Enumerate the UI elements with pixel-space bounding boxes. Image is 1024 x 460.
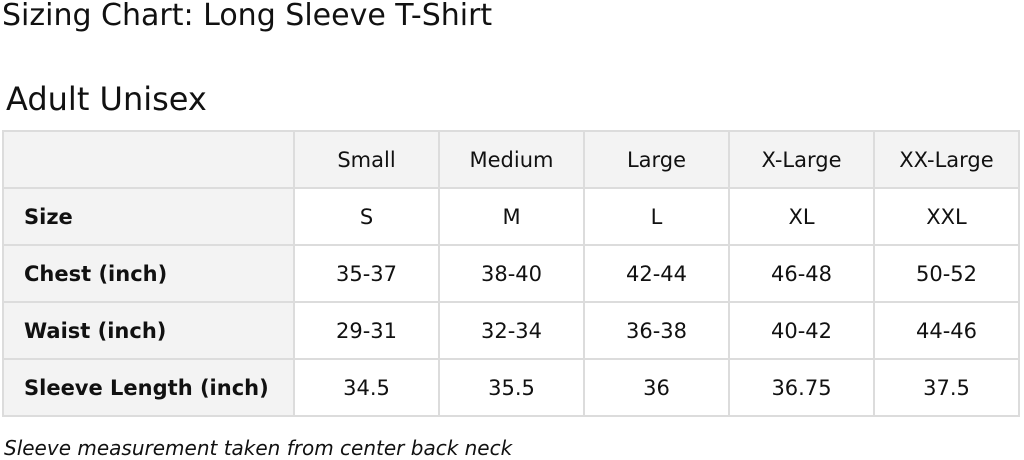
table-cell: 29-31 [293, 301, 440, 360]
row-header: Chest (inch) [2, 244, 295, 303]
table-cell: 38-40 [438, 244, 585, 303]
table-cell: 36 [583, 358, 730, 417]
table-cell: XXL [873, 187, 1020, 246]
corner-cell [2, 130, 295, 189]
column-header: Large [583, 130, 730, 189]
section-title: Adult Unisex [6, 80, 207, 118]
row-header: Size [2, 187, 295, 246]
table-cell: 37.5 [873, 358, 1020, 417]
table-cell: 40-42 [728, 301, 875, 360]
table-cell: 35.5 [438, 358, 585, 417]
column-header: Small [293, 130, 440, 189]
table-row: Chest (inch) 35-37 38-40 42-44 46-48 50-52 [2, 244, 1020, 303]
table-cell: XL [728, 187, 875, 246]
table-cell: 36-38 [583, 301, 730, 360]
table-cell: 46-48 [728, 244, 875, 303]
table-cell: 50-52 [873, 244, 1020, 303]
table-row: Sleeve Length (inch) 34.5 35.5 36 36.75 37.5 [2, 358, 1020, 417]
row-header: Waist (inch) [2, 301, 295, 360]
footnote: Sleeve measurement taken from center bac… [4, 436, 513, 460]
page-title: Sizing Chart: Long Sleeve T-Shirt [2, 0, 493, 33]
header-row: Small Medium Large X-Large XX-Large [2, 130, 1020, 189]
table-cell: 32-34 [438, 301, 585, 360]
table-cell: 42-44 [583, 244, 730, 303]
column-header: XX-Large [873, 130, 1020, 189]
table-cell: S [293, 187, 440, 246]
table-cell: 35-37 [293, 244, 440, 303]
row-header: Sleeve Length (inch) [2, 358, 295, 417]
column-header: Medium [438, 130, 585, 189]
table-cell: 36.75 [728, 358, 875, 417]
column-header: X-Large [728, 130, 875, 189]
sizing-table: Small Medium Large X-Large XX-Large Size… [2, 130, 1020, 417]
table-cell: 44-46 [873, 301, 1020, 360]
table-row: Waist (inch) 29-31 32-34 36-38 40-42 44-46 [2, 301, 1020, 360]
table-cell: L [583, 187, 730, 246]
table-cell: 34.5 [293, 358, 440, 417]
table-cell: M [438, 187, 585, 246]
table-row: Size S M L XL XXL [2, 187, 1020, 246]
